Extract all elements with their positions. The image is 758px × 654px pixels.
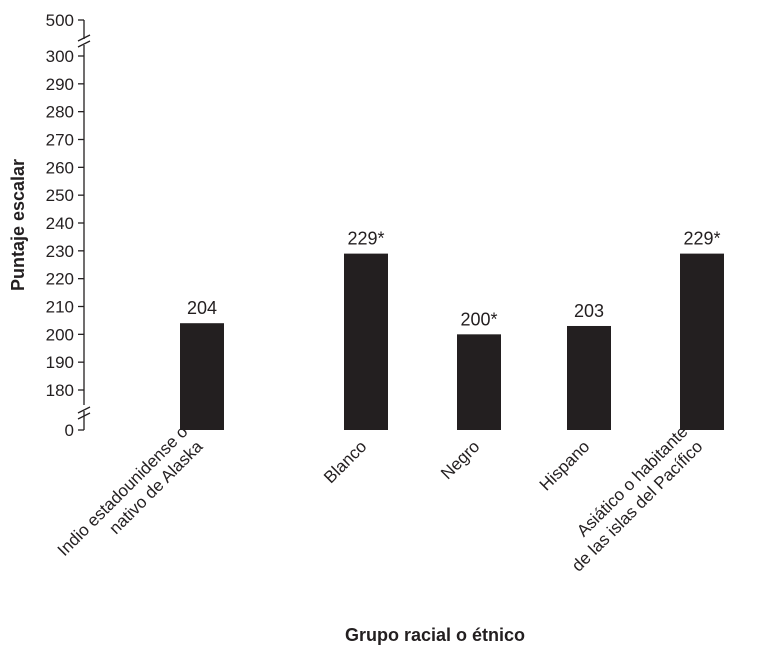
bar-value-label: 229* bbox=[683, 229, 720, 249]
axis-break-mark bbox=[77, 406, 91, 414]
category-label-line: de las islas del Pacífico bbox=[568, 437, 706, 575]
bar-value-label: 203 bbox=[574, 301, 604, 321]
bar bbox=[680, 253, 724, 430]
category-label-line: Hispano bbox=[536, 437, 594, 495]
y-tick-label: 240 bbox=[46, 214, 74, 233]
bar-value-label: 204 bbox=[187, 298, 217, 318]
y-axis: 0 180 190 200 210 220 230 240 250 260 270 280 290 300… bbox=[46, 11, 91, 440]
y-tick-label: 500 bbox=[46, 11, 74, 30]
category-label: Blanco bbox=[320, 437, 370, 487]
y-tick-label: 210 bbox=[46, 298, 74, 317]
category-label-line: Negro bbox=[437, 437, 483, 483]
bars bbox=[180, 253, 724, 430]
y-tick-label: 0 bbox=[65, 421, 74, 440]
axis-break-mark bbox=[77, 40, 91, 48]
y-tick-label: 230 bbox=[46, 242, 74, 261]
y-tick-label: 300 bbox=[46, 47, 74, 66]
data-labels: 204 229* 200* 203 229* bbox=[187, 229, 721, 330]
y-tick-label: 250 bbox=[46, 186, 74, 205]
axis-break-mark bbox=[77, 412, 91, 420]
y-tick-label: 220 bbox=[46, 270, 74, 289]
y-axis-title: Puntaje escalar bbox=[8, 159, 28, 291]
y-tick-label: 260 bbox=[46, 158, 74, 177]
y-tick-label: 180 bbox=[46, 381, 74, 400]
x-axis-title: Grupo racial o étnico bbox=[345, 625, 525, 645]
bar bbox=[457, 334, 501, 430]
category-label: Hispano bbox=[536, 437, 594, 495]
y-tick-label: 280 bbox=[46, 103, 74, 122]
bar bbox=[344, 253, 388, 430]
category-label-line: Blanco bbox=[320, 437, 370, 487]
y-tick-label: 270 bbox=[46, 131, 74, 150]
category-label-line: Indio estadounidense o bbox=[54, 422, 192, 560]
bar-value-label: 229* bbox=[347, 229, 384, 249]
category-label: Negro bbox=[437, 437, 483, 483]
axis-break-mark bbox=[77, 34, 91, 42]
bar bbox=[180, 323, 224, 430]
bar bbox=[567, 325, 611, 430]
y-tick-label: 200 bbox=[46, 325, 74, 344]
y-tick-label: 190 bbox=[46, 353, 74, 372]
y-tick-label: 290 bbox=[46, 75, 74, 94]
bar-value-label: 200* bbox=[460, 309, 497, 329]
